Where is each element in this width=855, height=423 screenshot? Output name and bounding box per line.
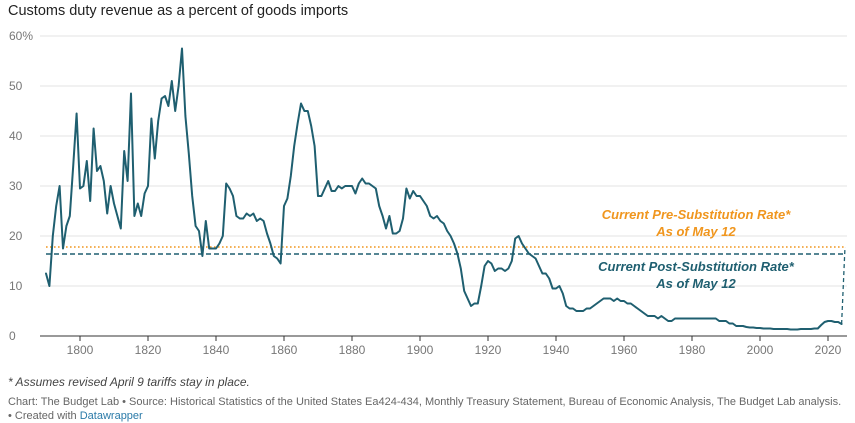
reference-lines [46, 246, 846, 325]
connector-line [840, 246, 846, 325]
series-group [45, 47, 843, 331]
x-tick-label-1860: 1860 [271, 343, 298, 357]
x-tick-label-2020: 2020 [815, 343, 842, 357]
y-tick-label-30: 30 [9, 179, 23, 193]
y-tick-label-40: 40 [9, 129, 23, 143]
x-tick-label-1940: 1940 [543, 343, 570, 357]
footnote: * Assumes revised April 9 tariffs stay i… [8, 375, 250, 389]
customs-duty-series-line [45, 47, 843, 331]
y-tick-label-0: 0 [9, 329, 16, 343]
x-tick-label-1800: 1800 [67, 343, 94, 357]
y-tick-label-20: 20 [9, 229, 23, 243]
pre-substitution-label-line-1: Current Pre-Substitution Rate* [602, 207, 791, 222]
x-tick-label-1820: 1820 [135, 343, 162, 357]
x-tick-label-1980: 1980 [679, 343, 706, 357]
x-axis-ticks: 1800 1820 1840 1860 1880 1900 1920 1940 1960 1980… [67, 336, 842, 357]
annotations: Current Pre-Substitution Rate* As of May … [598, 207, 795, 291]
gridlines [40, 35, 847, 337]
y-tick-label-60: 60% [9, 29, 33, 43]
x-tick-label-1920: 1920 [475, 343, 502, 357]
post-substitution-label-line-1: Current Post-Substitution Rate* [598, 259, 795, 274]
x-tick-label-1960: 1960 [611, 343, 638, 357]
y-axis-ticks: 0 10 20 30 40 50 60% [9, 29, 33, 343]
chart-title: Customs duty revenue as a percent of goo… [8, 3, 349, 19]
source-note: Chart: The Budget Lab • Source: Historic… [8, 395, 843, 423]
x-tick-label-1880: 1880 [339, 343, 366, 357]
post-substitution-label-line-2: As of May 12 [655, 276, 736, 291]
x-tick-label-2000: 2000 [747, 343, 774, 357]
datawrapper-link[interactable]: Datawrapper [79, 410, 143, 422]
source-text: Chart: The Budget Lab • Source: Historic… [8, 396, 842, 422]
x-tick-label-1900: 1900 [407, 343, 434, 357]
pre-substitution-label-line-2: As of May 12 [655, 224, 736, 239]
x-tick-label-1840: 1840 [203, 343, 230, 357]
y-tick-label-10: 10 [9, 279, 23, 293]
y-tick-label-50: 50 [9, 79, 23, 93]
